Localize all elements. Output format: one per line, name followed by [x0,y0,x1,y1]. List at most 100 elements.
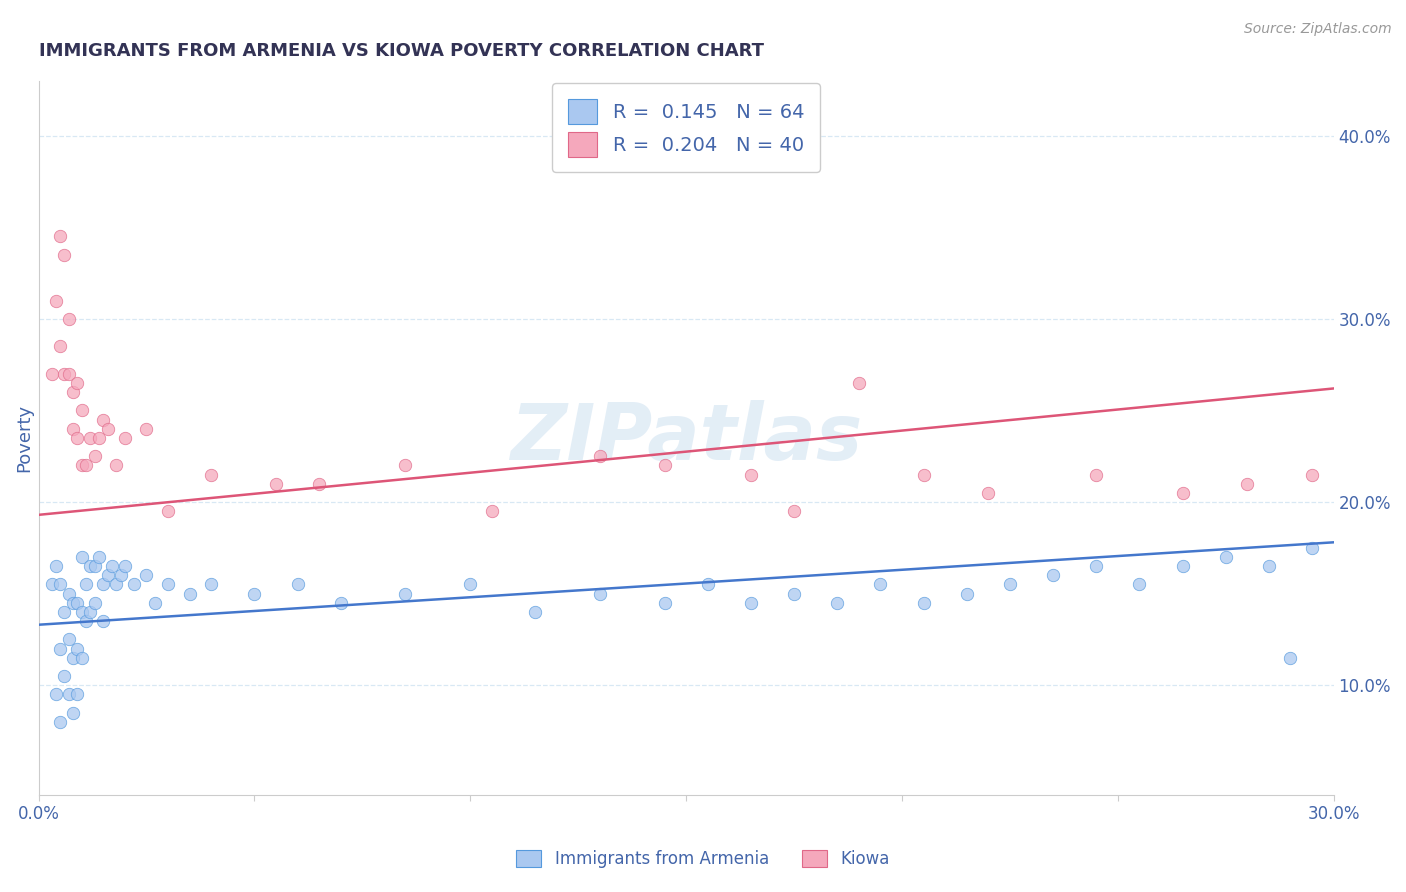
Point [79,605,101,619]
Point [264,476,287,491]
Point [1042,568,1064,582]
Point [41,367,63,381]
Point [87,431,110,445]
Point [143,596,166,610]
Point [1301,541,1323,555]
Point [49,714,72,729]
Point [75,458,97,473]
Point [101,559,124,574]
Point [97,568,120,582]
Point [481,504,503,518]
Point [49,339,72,353]
Point [1128,577,1150,591]
Point [62,650,84,665]
Point [179,586,201,600]
Point [91,412,114,426]
Point [869,577,891,591]
Point [1215,549,1237,564]
Point [394,458,416,473]
Point [114,431,136,445]
Point [53,669,76,683]
Point [157,577,180,591]
Point [308,476,330,491]
Point [49,229,72,244]
Point [848,376,870,390]
Legend: R =  0.145   N = 64, R =  0.204   N = 40: R = 0.145 N = 64, R = 0.204 N = 40 [553,83,820,172]
Point [91,577,114,591]
Point [53,605,76,619]
Point [105,577,128,591]
Point [1257,559,1279,574]
Point [200,577,222,591]
Point [122,577,145,591]
Point [58,632,80,647]
Point [200,467,222,482]
Point [58,687,80,701]
Point [66,376,89,390]
Point [998,577,1021,591]
Point [70,549,93,564]
Point [110,568,132,582]
Point [654,458,676,473]
Point [1279,650,1302,665]
Point [977,486,1000,500]
Point [79,431,101,445]
Point [135,568,157,582]
Point [91,614,114,628]
Point [912,596,935,610]
Point [524,605,547,619]
Legend: Immigrants from Armenia, Kiowa: Immigrants from Armenia, Kiowa [509,843,897,875]
Point [58,367,80,381]
Point [783,504,806,518]
Point [1085,559,1108,574]
Point [41,577,63,591]
Point [66,431,89,445]
Point [97,422,120,436]
Point [53,248,76,262]
Point [79,559,101,574]
Point [1301,467,1323,482]
Point [62,596,84,610]
Point [329,596,352,610]
Point [114,559,136,574]
Point [740,596,762,610]
Point [70,605,93,619]
Point [83,449,105,463]
Point [105,458,128,473]
Point [49,641,72,656]
Text: Source: ZipAtlas.com: Source: ZipAtlas.com [1244,22,1392,37]
Point [45,559,67,574]
Point [58,586,80,600]
Point [66,641,89,656]
Point [45,293,67,308]
Point [87,549,110,564]
Point [394,586,416,600]
Point [783,586,806,600]
Point [45,687,67,701]
Y-axis label: Poverty: Poverty [15,404,32,472]
Point [70,458,93,473]
Point [62,385,84,400]
Point [243,586,266,600]
Point [62,706,84,720]
Point [654,596,676,610]
Point [740,467,762,482]
Point [589,586,612,600]
Point [458,577,481,591]
Point [62,422,84,436]
Point [70,403,93,417]
Point [135,422,157,436]
Point [825,596,848,610]
Point [287,577,309,591]
Point [696,577,718,591]
Point [75,614,97,628]
Point [956,586,979,600]
Text: IMMIGRANTS FROM ARMENIA VS KIOWA POVERTY CORRELATION CHART: IMMIGRANTS FROM ARMENIA VS KIOWA POVERTY… [38,42,763,60]
Point [58,311,80,326]
Point [53,367,76,381]
Point [83,596,105,610]
Point [912,467,935,482]
Point [1236,476,1258,491]
Text: ZIPatlas: ZIPatlas [510,400,862,476]
Point [49,577,72,591]
